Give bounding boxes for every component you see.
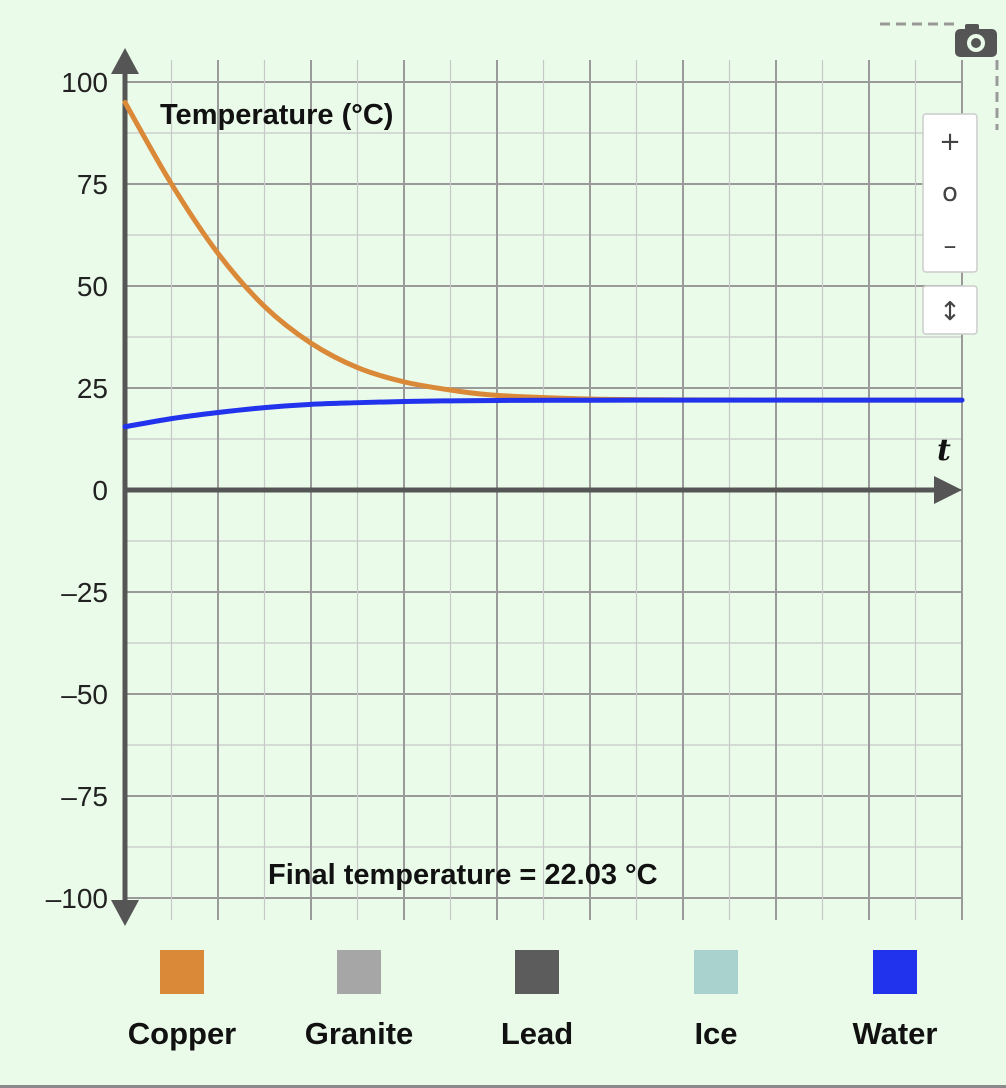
legend-item-copper[interactable]: Copper <box>128 950 237 1051</box>
zoom-reset-icon: o <box>942 178 958 208</box>
legend-label: Lead <box>501 1016 573 1051</box>
zoom-out-icon: – <box>944 231 957 261</box>
y-tick-label: –25 <box>61 577 108 608</box>
zoom-in-button[interactable]: + <box>923 114 977 166</box>
y-tick-label: 50 <box>77 271 108 302</box>
y-axis-arrow-down <box>111 900 139 926</box>
y-tick-labels: 100 75 50 25 0 –25 –50 –75 –100 <box>46 67 108 914</box>
y-tick-label: 100 <box>61 67 108 98</box>
y-tick-label: 25 <box>77 373 108 404</box>
legend-label: Water <box>853 1016 938 1051</box>
y-axis-title: Temperature (°C) <box>160 99 393 131</box>
y-tick-label: –75 <box>61 781 108 812</box>
y-tick-label: 0 <box>92 475 108 506</box>
legend-label: Ice <box>694 1016 737 1051</box>
legend: Copper Granite Lead Ice Water <box>128 950 938 1051</box>
zoom-out-button[interactable]: – <box>923 218 977 272</box>
y-axis-arrow-up <box>111 48 139 74</box>
legend-swatch <box>515 950 559 994</box>
y-tick-label: –50 <box>61 679 108 710</box>
legend-swatch <box>160 950 204 994</box>
camera-icon[interactable] <box>955 24 997 57</box>
legend-item-water[interactable]: Water <box>853 950 938 1051</box>
axes <box>111 48 962 926</box>
final-temperature-annotation: Final temperature = 22.03 °C <box>268 859 658 891</box>
x-axis-title: t <box>937 433 951 468</box>
resize-button[interactable]: ↕ <box>922 285 978 335</box>
zoom-reset-button[interactable]: o <box>923 166 977 218</box>
series-line-water <box>122 397 965 430</box>
resize-icon: ↕ <box>939 297 961 327</box>
legend-swatch <box>337 950 381 994</box>
legend-item-lead[interactable]: Lead <box>501 950 573 1051</box>
x-axis-arrow <box>934 476 962 504</box>
legend-label: Copper <box>128 1016 237 1051</box>
legend-item-ice[interactable]: Ice <box>694 950 738 1051</box>
y-tick-label: 75 <box>77 169 108 200</box>
zoom-in-icon: + <box>939 127 961 157</box>
legend-swatch <box>873 950 917 994</box>
series-lines <box>122 99 965 430</box>
zoom-controls: + o – ↕ <box>922 113 978 335</box>
legend-label: Granite <box>305 1016 414 1051</box>
legend-swatch <box>694 950 738 994</box>
y-tick-label: –100 <box>46 883 108 914</box>
legend-item-granite[interactable]: Granite <box>305 950 414 1051</box>
